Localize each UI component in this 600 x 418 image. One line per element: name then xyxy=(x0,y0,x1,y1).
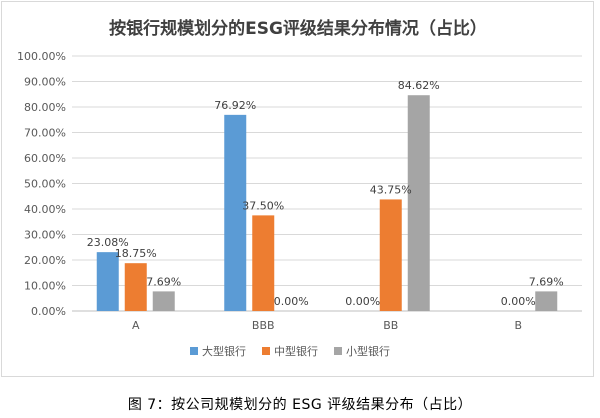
y-tick-label: 70.00% xyxy=(24,127,66,140)
x-tick-label: BB xyxy=(383,319,398,332)
bar-chart: 按银行规模划分的ESG评级结果分布情况（占比） 0.00% 10.00% 20.00… xyxy=(17,18,582,358)
bar xyxy=(407,95,430,312)
legend-label: 小型银行 xyxy=(346,344,390,358)
y-tick-label: 80.00% xyxy=(24,101,66,114)
data-label: 0.00% xyxy=(274,295,309,308)
data-label: 76.92% xyxy=(214,99,256,112)
x-tick-label: B xyxy=(514,319,522,332)
legend-label: 大型银行 xyxy=(202,344,246,358)
bar xyxy=(152,291,175,311)
y-tick-label: 20.00% xyxy=(24,254,66,267)
y-tick-label: 50.00% xyxy=(24,178,66,191)
legend: 大型银行 中型银行 小型银行 xyxy=(190,344,390,358)
bar xyxy=(535,291,558,311)
y-tick-label: 0.00% xyxy=(31,305,66,318)
data-label: 0.00% xyxy=(501,295,536,308)
data-label: 43.75% xyxy=(370,183,412,196)
y-tick-label: 30.00% xyxy=(24,229,66,242)
y-axis-ticks: 0.00% 10.00% 20.00% 30.00% 40.00% 50.00% 60.00… xyxy=(17,50,66,318)
bar xyxy=(124,263,147,311)
bar xyxy=(96,252,119,311)
chart-title: 按银行规模划分的ESG评级结果分布情况（占比） xyxy=(109,18,487,39)
y-tick-label: 90.00% xyxy=(24,76,66,89)
bar xyxy=(252,215,275,311)
data-label: 23.08% xyxy=(87,236,129,249)
data-label: 18.75% xyxy=(115,247,157,260)
data-labels: 23.08%18.75% 7.69% 76.92% 37.50% 0.00% 0.00% 4… xyxy=(87,79,564,308)
bars xyxy=(96,95,558,312)
chart-frame: 按银行规模划分的ESG评级结果分布情况（占比） 0.00% 10.00% 20.00… xyxy=(1,1,594,377)
data-label: 0.00% xyxy=(345,295,380,308)
legend-swatch xyxy=(190,347,198,355)
y-tick-label: 40.00% xyxy=(24,203,66,216)
x-tick-label: BBB xyxy=(252,319,275,332)
bar xyxy=(379,199,402,311)
y-tick-label: 10.00% xyxy=(24,280,66,293)
y-tick-label: 60.00% xyxy=(24,152,66,165)
gridlines xyxy=(72,55,582,312)
y-tick-label: 100.00% xyxy=(17,50,66,63)
data-label: 7.69% xyxy=(529,275,564,288)
data-label: 37.50% xyxy=(242,199,284,212)
figure-caption: 图 7：按公司规模划分的 ESG 评级结果分布（占比） xyxy=(127,397,473,413)
legend-label: 中型银行 xyxy=(274,344,318,358)
data-label: 84.62% xyxy=(398,79,440,92)
legend-swatch xyxy=(334,347,342,355)
data-label: 7.69% xyxy=(146,275,181,288)
bar xyxy=(224,114,247,311)
x-tick-label: A xyxy=(132,319,140,332)
legend-swatch xyxy=(262,347,270,355)
x-axis-ticks: A BBB BB B xyxy=(132,319,522,332)
